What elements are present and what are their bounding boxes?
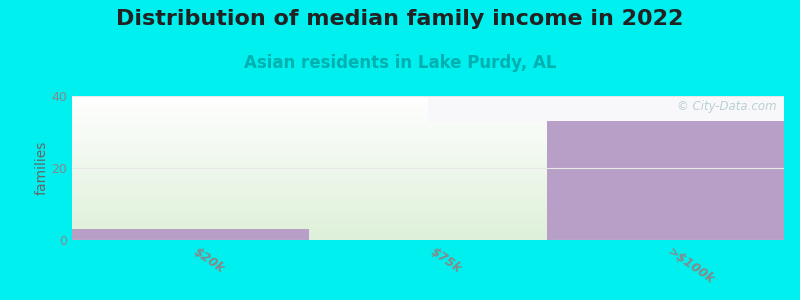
Text: © City-Data.com: © City-Data.com	[678, 100, 777, 113]
Bar	[72, 229, 310, 240]
Bar	[72, 96, 546, 240]
Text: Distribution of median family income in 2022: Distribution of median family income in …	[116, 9, 684, 29]
Y-axis label: families: families	[34, 141, 49, 195]
Bar	[546, 121, 784, 240]
Bar	[546, 96, 784, 240]
Bar	[428, 96, 784, 121]
Text: Asian residents in Lake Purdy, AL: Asian residents in Lake Purdy, AL	[244, 54, 556, 72]
